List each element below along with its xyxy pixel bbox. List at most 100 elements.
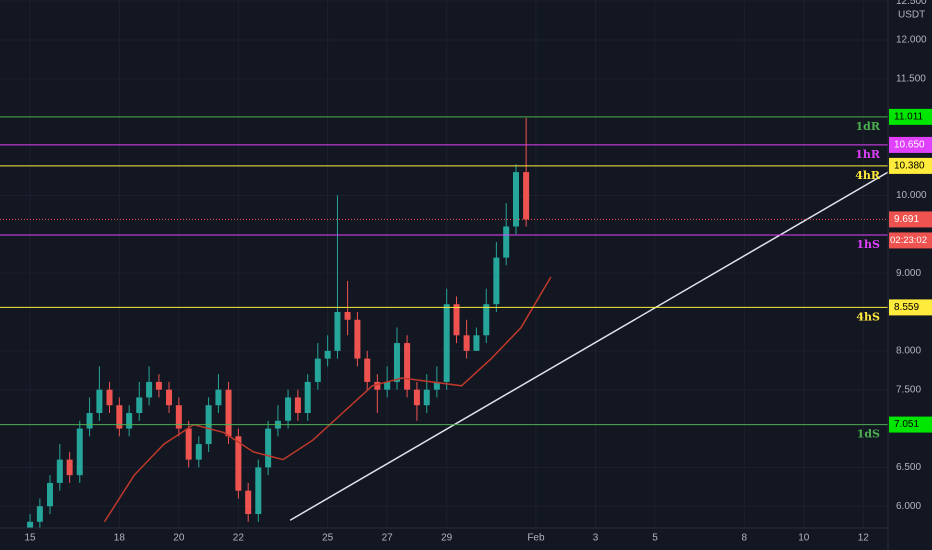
candle-body — [195, 444, 202, 460]
x-tick-label: 18 — [114, 533, 126, 544]
level-tag — [889, 416, 932, 433]
candle-body — [453, 304, 460, 336]
candle-body — [76, 428, 83, 476]
candle-body — [503, 226, 510, 258]
candle-body — [473, 335, 480, 351]
candle-body — [324, 350, 331, 359]
candle-body — [166, 389, 173, 406]
candle-body — [126, 412, 133, 429]
candle-body — [155, 381, 162, 390]
y-tick-label: 8.000 — [896, 345, 921, 356]
candle-body — [483, 304, 490, 336]
price-axis: 12.500 12.000 11.500 10.000 9.000 8.000 7.500 6… — [889, 0, 932, 512]
candle-body — [304, 381, 311, 413]
y-tick-label: 11.500 — [896, 74, 926, 85]
x-tick-label: 20 — [173, 533, 185, 544]
level-name: 4hR — [855, 169, 881, 182]
level-name: 1hR — [855, 148, 881, 161]
candle-body — [136, 397, 143, 413]
x-tick-label: 25 — [322, 533, 334, 544]
x-tick-label: 29 — [441, 533, 453, 544]
overlay-line — [289, 171, 888, 521]
y-tick-label: 9.000 — [896, 268, 921, 279]
candle-body — [27, 521, 34, 528]
y-tick-label: 6.000 — [896, 501, 921, 512]
candle-body — [116, 405, 123, 429]
level-name: 1dR — [856, 120, 881, 133]
candle-body — [265, 428, 272, 468]
candle-body — [334, 311, 341, 351]
candle-body — [344, 311, 351, 320]
candle-body — [56, 459, 63, 483]
x-tick-label: 12 — [858, 533, 870, 544]
candle-body — [493, 257, 500, 305]
overlay-line — [103, 276, 552, 523]
candle-body — [523, 172, 530, 220]
countdown-label: 02:23:02 — [890, 235, 927, 246]
candle-body — [46, 482, 53, 507]
level-tag-label: 10.650 — [894, 140, 925, 151]
level-name: 1hS — [856, 238, 880, 251]
candle-body — [175, 405, 182, 429]
candle-body — [285, 397, 292, 421]
x-tick-label: 15 — [24, 533, 36, 544]
candle-body — [106, 389, 113, 406]
candle-body — [86, 412, 93, 429]
candle-body — [294, 397, 301, 413]
candle-body — [463, 335, 470, 351]
candle-body — [225, 389, 232, 437]
level-name: 4hS — [856, 310, 880, 323]
candle-body — [245, 490, 252, 515]
y-tick-label: 6.500 — [896, 462, 921, 473]
candle-body — [96, 389, 103, 413]
level-name: 1dS — [857, 428, 880, 441]
x-tick-label: 8 — [741, 533, 747, 544]
y-tick-label: 7.500 — [896, 384, 921, 395]
candle-body — [443, 304, 450, 382]
countdown-tag — [889, 232, 932, 249]
candle-body — [314, 358, 321, 382]
candle-body — [354, 319, 361, 359]
x-tick-label: 27 — [382, 533, 394, 544]
x-tick-label: 10 — [798, 533, 810, 544]
currency: USDT — [898, 10, 925, 21]
y-tick-label: 12.000 — [896, 35, 927, 46]
candle-body — [185, 428, 192, 460]
level-tag — [889, 157, 932, 174]
candle-body — [146, 381, 153, 398]
candle-body — [255, 467, 262, 515]
level-tag — [889, 299, 932, 316]
candle-body — [384, 381, 391, 390]
x-tick-label: 3 — [593, 533, 599, 544]
level-tag — [889, 108, 932, 125]
candle-body — [374, 381, 381, 390]
plot-area — [0, 116, 888, 528]
x-tick-label: Feb — [527, 533, 545, 544]
level-tag-label: 7.051 — [894, 419, 919, 430]
level-tag-label: 8.559 — [894, 302, 919, 313]
candle-body — [66, 459, 73, 476]
candle-body — [235, 436, 242, 491]
y-tick-label: 10.000 — [896, 190, 927, 201]
candle-body — [215, 389, 222, 406]
candle-body — [36, 506, 43, 522]
level-tag — [889, 136, 932, 153]
candle-body — [433, 381, 440, 390]
price-tag-label: 9.691 — [894, 214, 919, 225]
level-tag-label: 10.380 — [894, 161, 925, 172]
x-tick-label: 22 — [233, 533, 245, 544]
price-tag — [889, 211, 932, 228]
x-tick-label: 5 — [652, 533, 658, 544]
candle-body — [364, 358, 371, 382]
candle-body — [513, 172, 520, 227]
candle-body — [413, 389, 420, 406]
candle-body — [393, 343, 400, 382]
y-tick-label: 12.500 — [896, 0, 927, 7]
level-tag-label: 11.011 — [894, 112, 924, 123]
candle-body — [423, 389, 430, 406]
candle-body — [404, 343, 411, 390]
grid — [0, 0, 888, 528]
